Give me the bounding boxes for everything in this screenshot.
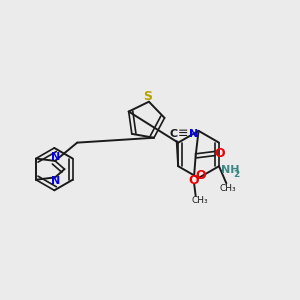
Text: N: N <box>189 129 198 139</box>
Text: NH: NH <box>221 165 239 175</box>
Text: CH₃: CH₃ <box>220 184 236 193</box>
Text: O: O <box>196 169 206 182</box>
Text: C: C <box>170 129 178 139</box>
Text: CH₃: CH₃ <box>192 196 208 205</box>
Text: 2: 2 <box>233 169 239 178</box>
Text: N: N <box>51 152 61 162</box>
Text: O: O <box>215 147 225 160</box>
Text: S: S <box>143 90 152 103</box>
Text: O: O <box>189 174 200 187</box>
Text: N: N <box>51 176 61 186</box>
Text: ≡: ≡ <box>178 127 188 140</box>
